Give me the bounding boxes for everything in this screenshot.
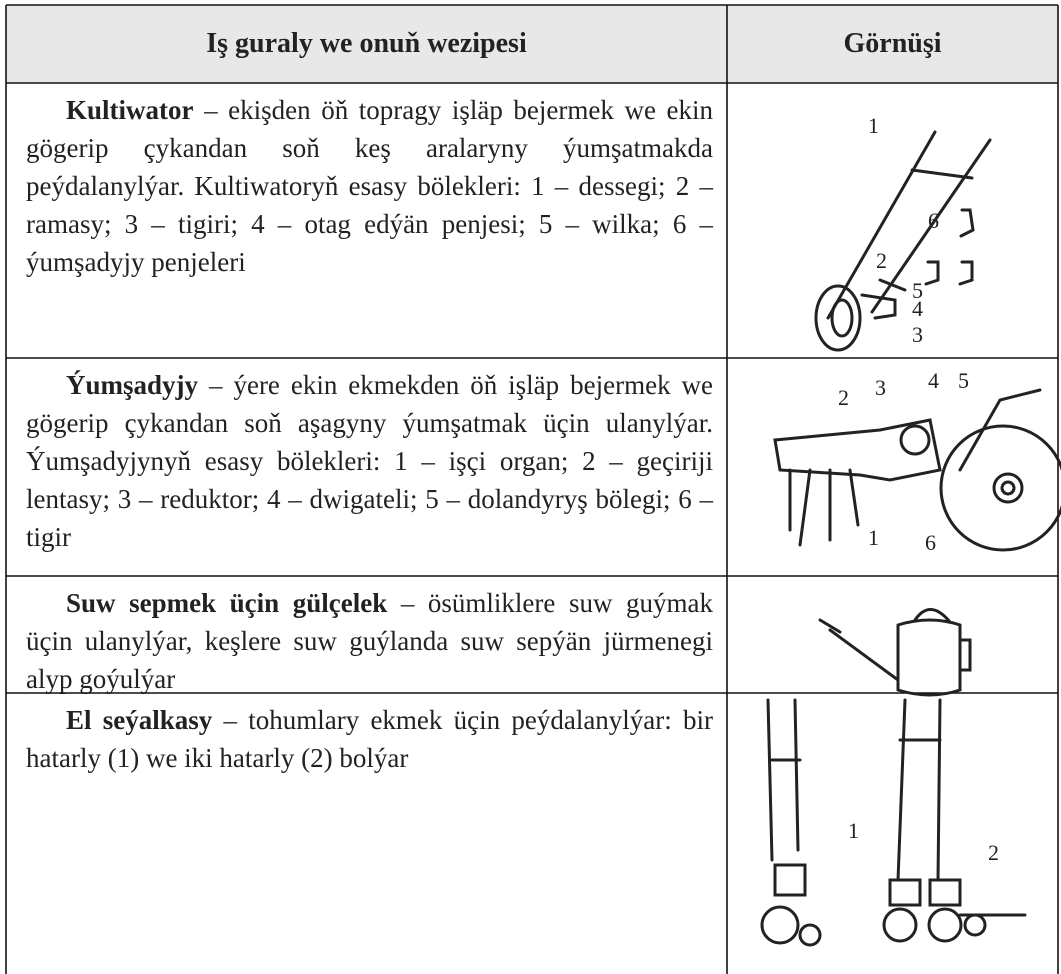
description: – ösümliklere suw guýmak üçin ulanylýar,… — [26, 588, 713, 694]
figure-label: 1 — [868, 113, 879, 138]
table-grid — [5, 4, 1059, 974]
header-text: Iş guraly we onuň wezipesi — [206, 28, 527, 59]
figure-label: 5 — [958, 368, 969, 393]
description: – ýere ekin ekmekden öň işläp bejermek w… — [26, 370, 714, 552]
term: Suw sepmek üçin gülçelek — [66, 588, 388, 618]
figure-label: 2 — [988, 840, 999, 865]
row-text: Kultiwator – ekişden öň topragy işläp be… — [6, 83, 727, 281]
description: – ekişden öň topragy işläp bejermek we e… — [26, 95, 713, 277]
term: El seýalkasy — [66, 705, 213, 735]
row-text: Suw sepmek üçin gülçelek – ösümliklere s… — [6, 576, 727, 698]
figure-label: 6 — [928, 208, 939, 233]
figure-label: 5 — [912, 278, 923, 303]
row-text: El seýalkasy – tohumlary ekmek üçin peýd… — [6, 693, 727, 777]
figure-label: 2 — [838, 385, 849, 410]
row-text: Ýumşadyjy – ýere ekin ekmekden öň işläp … — [6, 358, 727, 556]
cultivator-sketch — [814, 130, 992, 352]
figure-label: 4 — [928, 368, 939, 393]
tiller-sketch — [773, 388, 1061, 552]
figure-label: 3 — [912, 322, 923, 347]
figure-label: 4 — [912, 296, 923, 321]
figure-label: 1 — [848, 818, 859, 843]
figure-label: 6 — [925, 530, 936, 555]
description: – tohumlary ekmek üçin peýdalanylýar: bi… — [26, 705, 714, 773]
header-cell: Görnüşi — [727, 5, 1058, 83]
header-text: Görnüşi — [843, 28, 942, 59]
term: Kultiwator — [66, 95, 194, 125]
term: Ýumşadyjy — [66, 370, 199, 400]
seeder-sketch — [760, 698, 1027, 947]
header-cell: Iş guraly we onuň wezipesi — [6, 5, 727, 83]
figure-label: 2 — [876, 248, 887, 273]
figure-label: 1 — [868, 525, 879, 550]
figure-label: 3 — [875, 375, 886, 400]
watering-can-sketch — [818, 608, 972, 697]
